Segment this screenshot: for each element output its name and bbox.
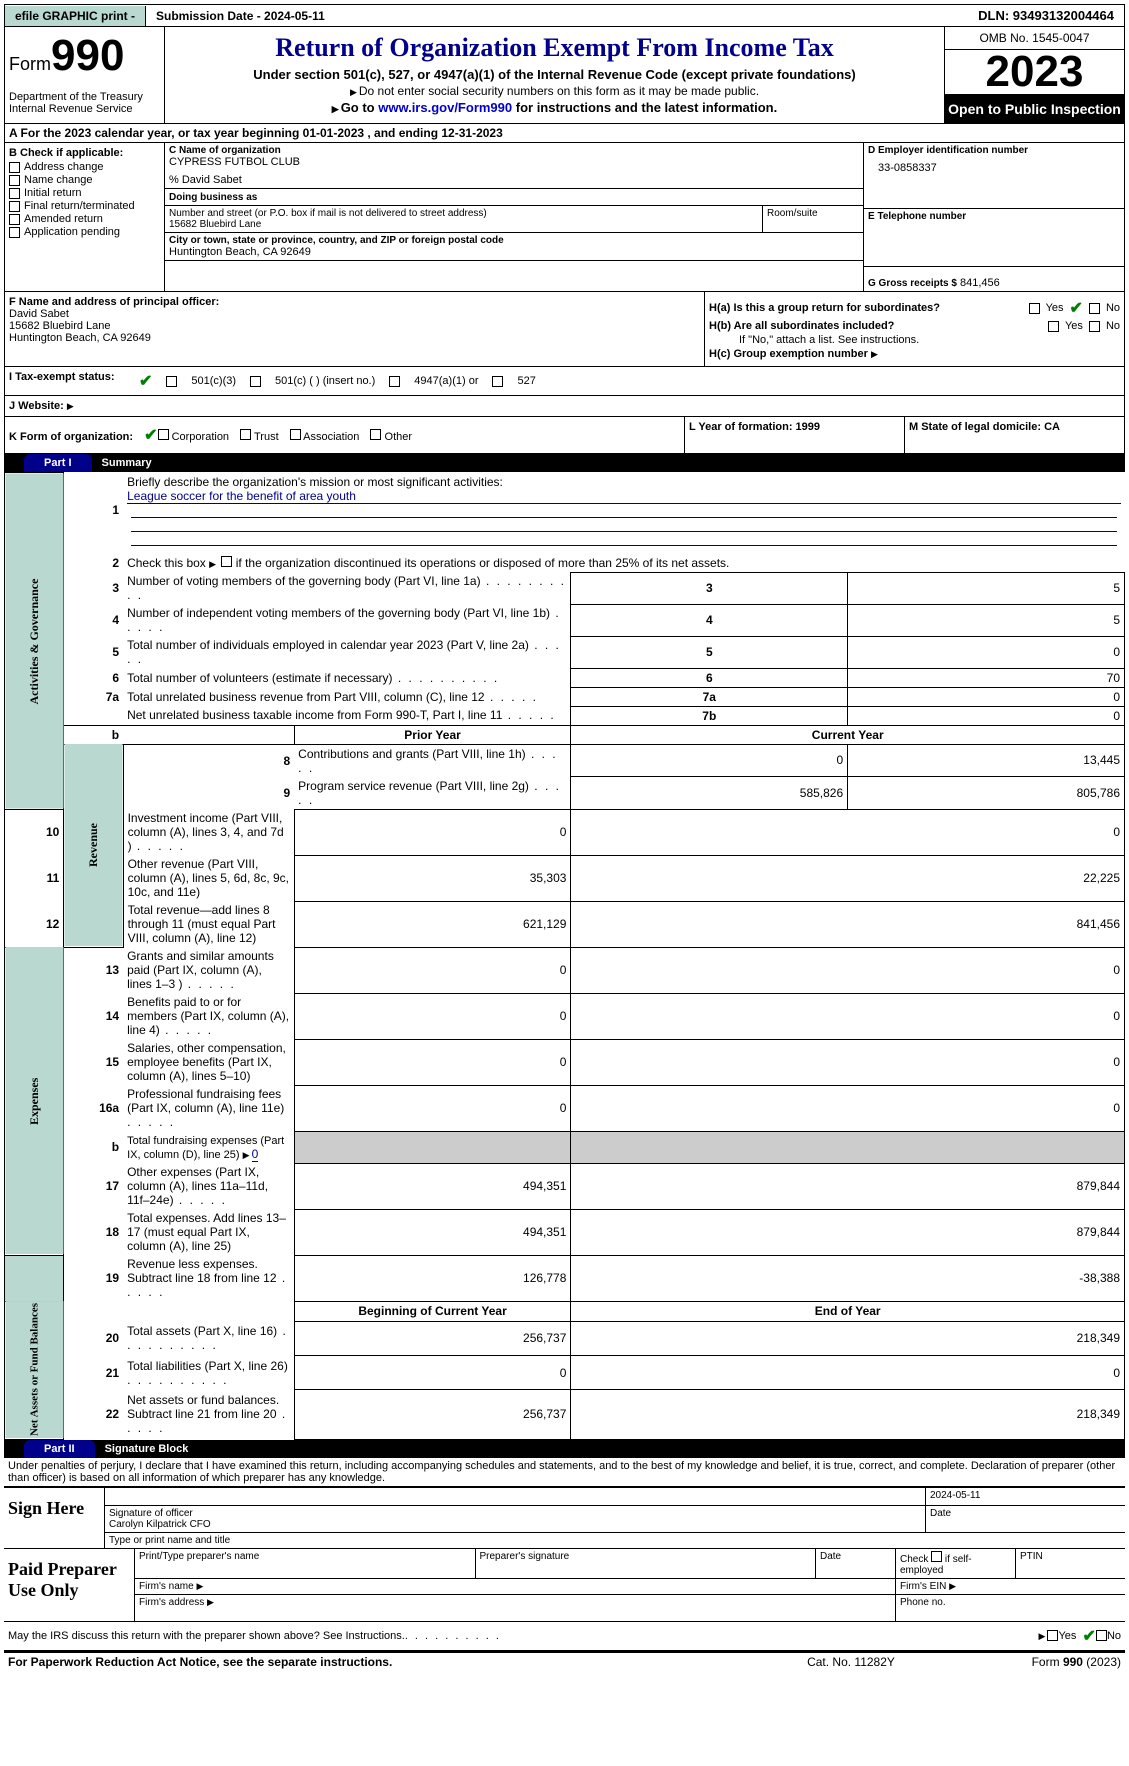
discuss-yes[interactable]: [1047, 1630, 1058, 1641]
submission-date: Submission Date - 2024-05-11: [146, 6, 968, 26]
end-year-header: End of Year: [571, 1301, 1125, 1321]
ha-yes[interactable]: [1029, 303, 1040, 314]
row-k: K Form of organization: ✔ Corporation Tr…: [5, 416, 684, 453]
chk-self-employed[interactable]: [931, 1551, 942, 1562]
perjury-statement: Under penalties of perjury, I declare th…: [4, 1458, 1125, 1486]
vtab-net-assets: Net Assets or Fund Balances: [5, 1301, 64, 1439]
chk-501c3[interactable]: [166, 376, 177, 387]
prior-year-header: Prior Year: [294, 725, 571, 744]
city-state-zip: Huntington Beach, CA 92649: [169, 246, 859, 258]
form-number: Form990: [9, 31, 160, 81]
chk-4947[interactable]: [389, 376, 400, 387]
form-title: Return of Organization Exempt From Incom…: [169, 33, 940, 63]
chk-final-return[interactable]: [9, 201, 20, 212]
hb-yes[interactable]: [1048, 321, 1059, 332]
vtab-activities: Activities & Governance: [5, 473, 64, 810]
part-1-header: Part I Summary: [4, 454, 1125, 472]
street-address: 15682 Bluebird Lane: [169, 219, 758, 230]
sign-here-label: Sign Here: [4, 1488, 104, 1548]
summary-table: Activities & Governance 1 Briefly descri…: [4, 472, 1125, 1440]
efile-print-button[interactable]: efile GRAPHIC print -: [5, 6, 146, 26]
sign-date: 2024-05-11: [925, 1488, 1125, 1506]
chk-address-change[interactable]: [9, 162, 20, 173]
line-7a-value: 0: [848, 687, 1125, 706]
box-d-label: D Employer identification number: [868, 145, 1120, 156]
vtab-expenses: Expenses: [5, 947, 64, 1255]
dept-treasury: Department of the Treasury Internal Reve…: [9, 91, 160, 115]
top-bar: efile GRAPHIC print - Submission Date - …: [4, 4, 1125, 27]
box-f: F Name and address of principal officer:…: [5, 292, 704, 366]
discuss-no[interactable]: [1096, 1630, 1107, 1641]
dln: DLN: 93493132004464: [968, 5, 1124, 26]
chk-assoc[interactable]: [290, 429, 301, 440]
ha-no[interactable]: [1089, 303, 1100, 314]
chk-discontinued[interactable]: [221, 556, 232, 567]
chk-501c[interactable]: [250, 376, 261, 387]
line-4-value: 5: [848, 604, 1125, 636]
line-6-value: 70: [848, 668, 1125, 687]
form-header: Form990 Department of the Treasury Inter…: [5, 27, 1124, 123]
paid-preparer-label: Paid Preparer Use Only: [4, 1549, 134, 1621]
part-2-header: Part II Signature Block: [4, 1440, 1125, 1458]
care-of: % David Sabet: [169, 174, 859, 186]
form-subtitle-3: Go to www.irs.gov/Form990 for instructio…: [169, 100, 940, 115]
line-5-value: 0: [848, 636, 1125, 668]
row-a-tax-year: A For the 2023 calendar year, or tax yea…: [5, 123, 1124, 142]
chk-name-change[interactable]: [9, 175, 20, 186]
vtab-revenue: Revenue: [64, 744, 123, 947]
line-7b-value: 0: [848, 706, 1125, 725]
discuss-row: May the IRS discuss this return with the…: [4, 1622, 1125, 1652]
chk-527[interactable]: [492, 376, 503, 387]
checkmark-icon: ✔: [1070, 298, 1083, 318]
officer-name: Carolyn Kilpatrick CFO: [109, 1519, 921, 1530]
form-subtitle-2: Do not enter social security numbers on …: [169, 84, 940, 98]
chk-app-pending[interactable]: [9, 227, 20, 238]
chk-trust[interactable]: [240, 429, 251, 440]
beg-year-header: Beginning of Current Year: [294, 1301, 571, 1321]
line-3-value: 5: [848, 572, 1125, 604]
current-year-header: Current Year: [571, 725, 1125, 744]
chk-corp[interactable]: [158, 429, 169, 440]
open-to-public: Open to Public Inspection: [945, 95, 1124, 123]
box-e-label: E Telephone number: [868, 211, 1120, 222]
ein: 33-0858337: [878, 162, 1120, 174]
box-c: C Name of organization CYPRESS FUTBOL CL…: [165, 143, 864, 291]
checkmark-icon: ✔: [144, 427, 157, 444]
footer: For Paperwork Reduction Act Notice, see …: [4, 1652, 1125, 1671]
chk-initial-return[interactable]: [9, 188, 20, 199]
checkmark-icon: ✔: [1083, 1626, 1096, 1646]
checkmark-icon: ✔: [139, 371, 152, 391]
row-l: L Year of formation: 1999: [684, 416, 904, 453]
tax-year: 2023: [945, 50, 1124, 95]
chk-other[interactable]: [370, 429, 381, 440]
hb-no[interactable]: [1089, 321, 1100, 332]
gross-receipts: 841,456: [960, 277, 1000, 289]
row-j-website: J Website:: [5, 395, 1124, 416]
box-g-label: G Gross receipts $: [868, 278, 957, 289]
row-m: M State of legal domicile: CA: [904, 416, 1124, 453]
org-name: CYPRESS FUTBOL CLUB: [169, 156, 859, 168]
chk-amended[interactable]: [9, 214, 20, 225]
mission-text: League soccer for the benefit of area yo…: [127, 489, 1120, 504]
irs-link[interactable]: www.irs.gov/Form990: [378, 100, 512, 115]
box-h: H(a) Is this a group return for subordin…: [704, 292, 1124, 366]
form-subtitle-1: Under section 501(c), 527, or 4947(a)(1)…: [169, 67, 940, 82]
row-i: I Tax-exempt status: ✔501(c)(3) 501(c) (…: [5, 366, 1124, 395]
box-b: B Check if applicable: Address change Na…: [5, 143, 165, 291]
